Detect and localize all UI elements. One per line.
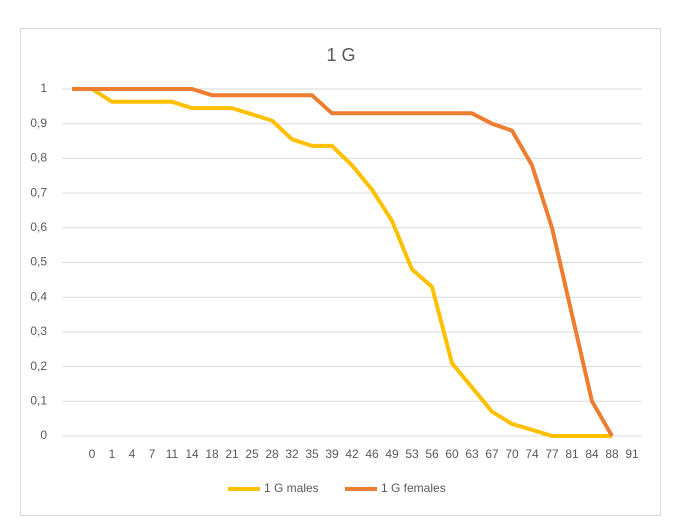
- series-line: [72, 87, 614, 437]
- x-tick-label: 42: [345, 447, 359, 461]
- x-tick-label: 81: [565, 447, 579, 461]
- x-tick-label: 49: [385, 447, 399, 461]
- legend-label: 1 G males: [264, 481, 319, 495]
- x-tick-label: 1: [109, 447, 116, 461]
- x-tick-label: 11: [166, 447, 179, 461]
- x-tick-label: 91: [625, 447, 639, 461]
- x-tick-label: 39: [325, 447, 339, 461]
- x-tick-label: 14: [185, 447, 199, 461]
- x-tick-label: 0: [89, 447, 96, 461]
- x-tick-label: 60: [445, 447, 459, 461]
- y-tick-label: 0,4: [30, 289, 47, 303]
- y-tick-label: 0: [40, 428, 47, 442]
- x-tick-label: 32: [285, 447, 299, 461]
- y-tick-label: 0,5: [30, 255, 47, 269]
- x-tick-label: 84: [585, 447, 599, 461]
- x-tick-label: 4: [129, 447, 136, 461]
- series-line: [72, 87, 612, 438]
- y-tick-label: 0,6: [30, 220, 47, 234]
- x-tick-label: 77: [545, 447, 559, 461]
- y-tick-label: 0,2: [30, 359, 47, 373]
- y-tick-label: 0,3: [30, 324, 47, 338]
- x-tick-label: 67: [485, 447, 499, 461]
- x-tick-label: 18: [205, 447, 219, 461]
- x-tick-label: 25: [245, 447, 259, 461]
- x-tick-label: 53: [405, 447, 419, 461]
- chart-title: 1 G: [326, 45, 355, 65]
- x-tick-label: 35: [305, 447, 319, 461]
- y-tick-label: 0,1: [30, 393, 47, 407]
- x-tick-label: 88: [605, 447, 619, 461]
- x-tick-label: 70: [505, 447, 519, 461]
- x-tick-label: 56: [425, 447, 439, 461]
- x-tick-label: 21: [225, 447, 239, 461]
- x-tick-label: 7: [149, 447, 156, 461]
- y-tick-label: 0,9: [30, 116, 47, 130]
- y-tick-label: 0,8: [30, 151, 47, 165]
- x-tick-label: 28: [265, 447, 279, 461]
- x-tick-label: 46: [365, 447, 379, 461]
- x-tick-label: 63: [465, 447, 479, 461]
- x-tick-label: 74: [525, 447, 539, 461]
- legend-label: 1 G females: [381, 481, 446, 495]
- y-tick-label: 1: [40, 81, 47, 95]
- y-tick-label: 0,7: [30, 185, 47, 199]
